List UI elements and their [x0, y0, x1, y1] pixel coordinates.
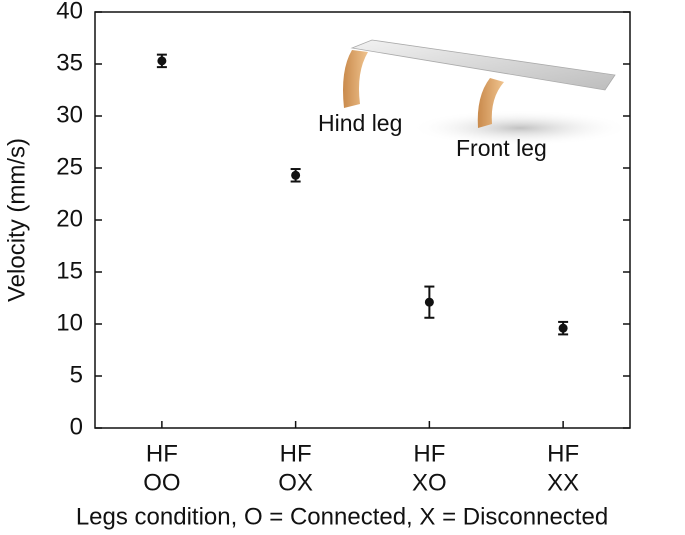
x-tick-label: OO: [143, 469, 180, 496]
data-point: [424, 297, 434, 307]
y-tick-label: 25: [56, 153, 83, 180]
x-tick-label: HF: [280, 440, 312, 467]
data-point: [157, 56, 167, 66]
y-axis-label: Velocity (mm/s): [3, 138, 30, 302]
x-tick-label: XX: [547, 469, 579, 496]
annotation: Front leg: [456, 135, 547, 161]
y-tick-label: 10: [56, 309, 83, 336]
y-tick-label: 20: [56, 205, 83, 232]
x-tick-label: HF: [547, 440, 579, 467]
y-tick-label: 0: [70, 413, 83, 440]
x-tick-label: OX: [278, 469, 313, 496]
data-point: [558, 323, 568, 333]
y-tick-label: 35: [56, 49, 83, 76]
x-tick-label: XO: [412, 469, 447, 496]
y-tick-label: 5: [70, 361, 83, 388]
leg-illustration: Hind leg Front leg: [318, 39, 630, 161]
y-tick-label: 40: [56, 0, 83, 24]
annotation: Hind leg: [318, 110, 402, 136]
x-tick-label: HF: [413, 440, 445, 467]
y-tick-label: 30: [56, 101, 83, 128]
data-point: [291, 170, 301, 180]
x-axis-label: Legs condition, O = Connected, X = Disco…: [76, 503, 608, 530]
x-tick-label: HF: [146, 440, 178, 467]
y-tick-label: 15: [56, 257, 83, 284]
